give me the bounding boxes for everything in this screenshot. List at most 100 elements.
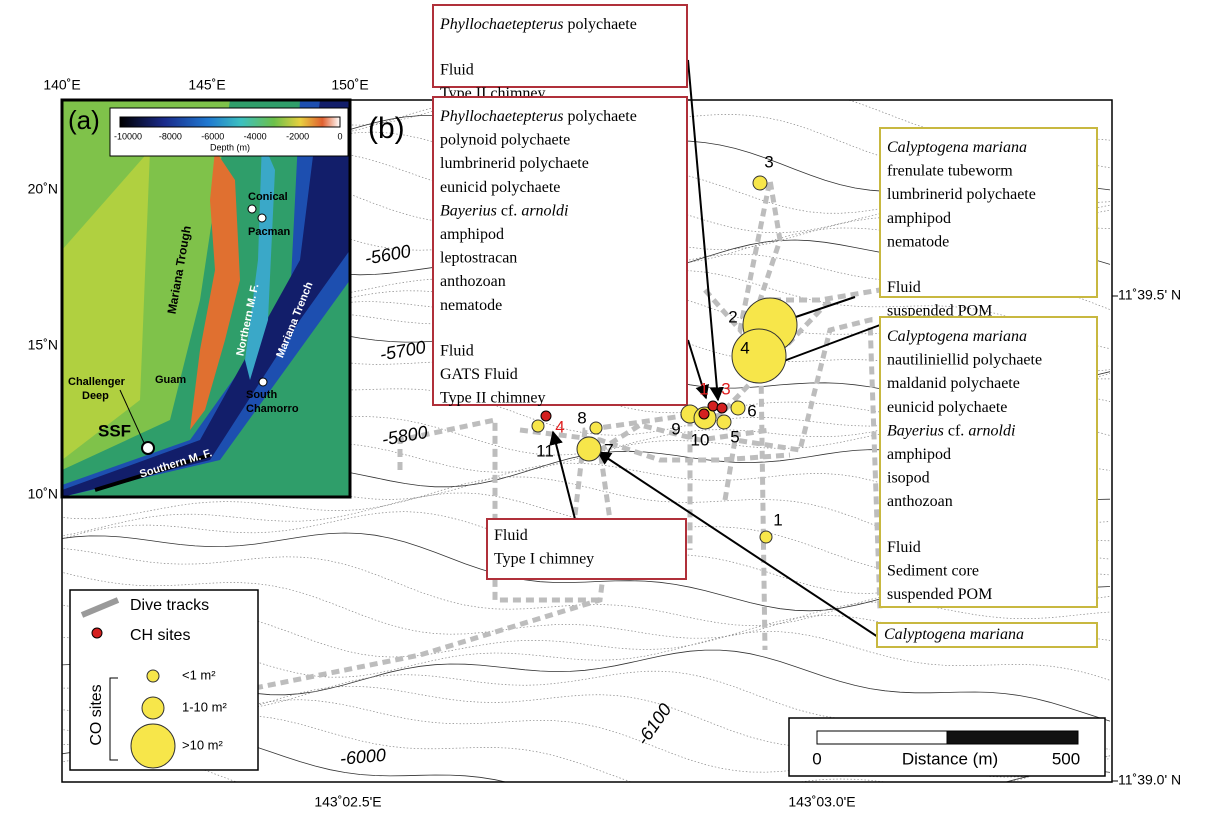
callout-line: Type II chimney [440,389,546,406]
legend-size: <1 m² [182,667,216,682]
text-segment: eunicid polychaete [887,398,1007,415]
y-tick-label: 11˚39.5' N [1118,287,1181,303]
callout-line: nautiliniellid polychaete [887,351,1042,368]
co-site-label: 4 [740,338,749,357]
legend-size: 1-10 m² [182,699,227,714]
co-site [590,422,602,434]
arrow [553,432,575,519]
callout-line: isopod [887,469,930,486]
callout-line: lumbrinerid polychaete [440,155,589,172]
ch-site-label: 4 [555,417,564,436]
colorbar-tick: 0 [337,131,342,141]
text-segment: anthozoan [440,273,506,290]
text-segment: Fluid [440,342,474,359]
text-segment: amphipod [887,446,951,463]
text-segment: Fluid [440,61,474,78]
legend-label: CH sites [130,627,190,644]
legend-co [147,670,159,682]
co-site-label: 9 [671,419,680,438]
colorbar-tick: -10000 [114,131,142,141]
callout-line: leptostracan [440,249,517,266]
callout-line: eunicid polychaete [440,178,560,195]
inset-label: Pacman [248,226,290,238]
scale-black [947,731,1078,744]
callout-line: Fluid [494,527,528,544]
scale-label: 500 [1052,749,1080,768]
lat-tick-label: 10˚N [28,486,58,502]
text-segment: Fluid [887,538,921,555]
callout-line: Fluid [440,342,474,359]
text-segment: suspended POM [887,586,992,603]
legend-size: >10 m² [182,737,223,752]
callout-line: frenulate tubeworm [887,162,1013,179]
text-segment: leptostracan [440,249,517,266]
co-site [731,401,745,415]
legend-co [131,724,175,768]
contour-label: -6000 [339,745,387,769]
ch-site [717,403,727,413]
callout-line: Calyptogena mariana [884,626,1024,643]
text-segment: Sediment core [887,562,979,579]
lon-tick-label: 140˚E [43,77,80,93]
text-segment: nautiliniellid polychaete [887,351,1042,368]
callout-line: Fluid [887,279,921,296]
ch-site [708,401,718,411]
legend-ch [92,628,102,638]
lat-tick-label: 20˚N [28,181,58,197]
site [248,205,256,213]
callout-line: suspended POM [887,586,992,603]
text-segment: nematode [887,233,949,250]
co-site-label: 1 [773,510,782,529]
callout-line: Calyptogena mariana [887,139,1027,156]
callout-line: anthozoan [887,493,953,510]
figure: (a)-10000-8000-6000-4000-20000Depth (m)M… [0,0,1222,822]
colorbar-tick: -8000 [159,131,182,141]
co-site-label: 7 [604,440,613,459]
co-site-label: 3 [764,152,773,171]
lon-tick-label: 150˚E [331,77,368,93]
callout-line: amphipod [440,226,504,243]
callout-line: amphipod [887,209,951,226]
ch-site-label: 1 [699,379,708,398]
callout-line: polynoid polychaete [440,131,570,148]
contour-label: -6100 [633,700,676,749]
text-segment: Phyllochaetepterus [439,108,564,125]
callout-line: GATS Fluid [440,366,518,383]
inset-label: Deep [82,390,109,402]
text-segment: maldanid polychaete [887,375,1020,392]
callout-line: Fluid [887,538,921,555]
panel-label: (a) [68,105,100,135]
text-segment: amphipod [887,209,951,226]
ch-site [699,409,709,419]
co-site-label: 5 [730,427,739,446]
text-segment: arnoldi [521,202,568,219]
legend-label: Dive tracks [130,597,209,614]
callout-line: Phyllochaetepterus polychaete [439,16,637,33]
text-segment: Fluid [494,527,528,544]
text-segment: Calyptogena mariana [884,626,1024,643]
site [258,214,266,222]
inset-label: Guam [155,374,186,386]
text-segment: Type II chimney [440,389,546,406]
lat-tick-label: 15˚N [28,337,58,353]
text-segment: amphipod [440,226,504,243]
callout-line: Calyptogena mariana [887,328,1027,345]
text-segment: cf. [497,202,521,219]
x-tick-label: 143˚03.0'E [788,794,855,810]
text-segment: nematode [440,296,502,313]
text-segment: Calyptogena mariana [887,139,1027,156]
text-segment: cf. [944,422,968,439]
legend-co [142,697,164,719]
callout-line: Phyllochaetepterus polychaete [439,108,637,125]
colorbar [120,117,340,127]
callout-line: lumbrinerid polychaete [887,186,1036,203]
callout-line: Bayerius cf. arnoldi [440,202,568,219]
text-segment: Bayerius [887,422,944,439]
callout-line: Type I chimney [494,550,594,567]
site [259,378,267,386]
contour-label: -5800 [380,422,429,450]
scale-white [817,731,947,744]
colorbar-tick: -6000 [201,131,224,141]
ch-site-label: 3 [721,379,730,398]
callout-line: eunicid polychaete [887,398,1007,415]
